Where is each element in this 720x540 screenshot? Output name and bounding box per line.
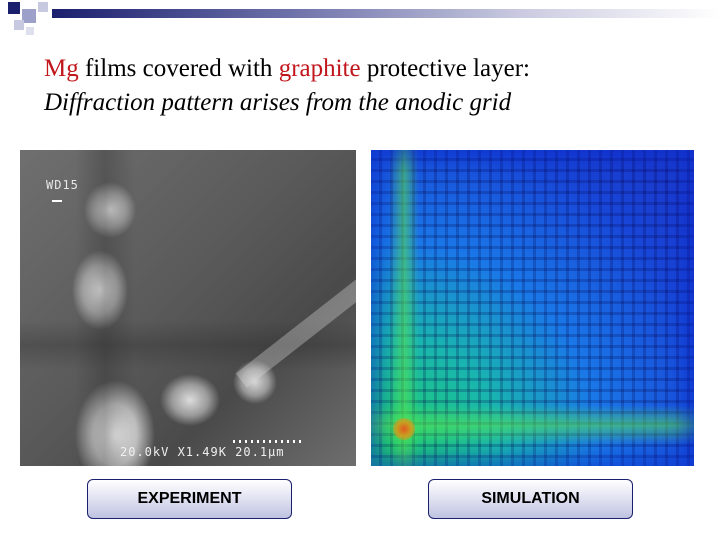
title-graphite: graphite [278,55,361,82]
slide-title: Mg films covered with graphite protectiv… [44,52,684,120]
corner-square-4 [14,20,24,30]
title-text-1: films covered with [78,55,279,82]
experiment-image: WD15 20.0kV X1.49K 20.1µm [20,150,356,466]
simulation-label: SIMULATION [428,479,633,519]
top-gradient-bar [52,9,720,18]
simulation-hot-spot [393,418,415,440]
experiment-grid-stripe-vertical [75,150,135,466]
experiment-wd-tick [52,200,62,202]
experiment-scale-label: 20.0kV X1.49K 20.1µm [120,445,285,459]
corner-square-1 [8,2,20,14]
experiment-wd-label: WD15 [46,178,79,192]
experiment-label: EXPERIMENT [87,479,292,519]
title-text-2: protective layer: [360,55,530,82]
experiment-grid-stripe-horizontal [20,320,356,370]
simulation-image [371,150,694,466]
simulation-edge-shade [371,150,694,466]
title-mg: Mg [44,55,79,82]
title-subtitle: Diffraction pattern arises from the anod… [44,89,512,116]
simulation-hot-row [371,405,694,445]
corner-square-5 [26,27,34,35]
corner-square-3 [38,2,48,12]
corner-square-2 [22,9,36,23]
experiment-scale-dots [233,440,303,443]
